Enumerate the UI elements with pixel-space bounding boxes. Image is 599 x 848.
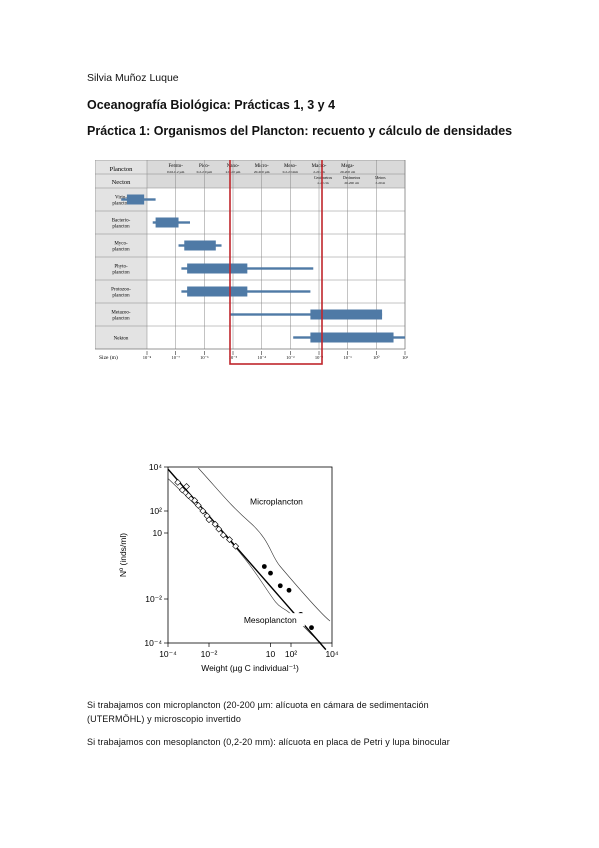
range-bar-thick bbox=[184, 240, 216, 251]
data-point-open bbox=[174, 478, 182, 486]
necton-class-name: Decímetros bbox=[343, 176, 361, 180]
data-point-open bbox=[194, 501, 202, 509]
row-label: Nekton bbox=[114, 337, 129, 342]
y-tick-label: 10 bbox=[153, 528, 163, 538]
row-label: Protozoo- bbox=[111, 288, 131, 293]
range-bar-thick bbox=[187, 286, 248, 297]
data-point-open bbox=[232, 542, 240, 550]
row-label: plancton bbox=[112, 225, 130, 230]
annotation-mesoplancton: Mesoplancton bbox=[244, 615, 297, 625]
x-tick-label: 10⁻² bbox=[201, 649, 218, 659]
size-axis-tick-label: 10⁰ bbox=[373, 355, 380, 360]
note-microplancton-line2: (UTERMÖHL) y microscopio invertido bbox=[87, 714, 241, 724]
x-tick-label: 10² bbox=[285, 649, 297, 659]
course-title: Oceanografía Biológica: Prácticas 1, 3 y… bbox=[87, 98, 336, 112]
highlight-micro-meso-box bbox=[229, 160, 323, 365]
range-bar-thin bbox=[230, 313, 383, 316]
necton-class-range: 2-20 m bbox=[375, 181, 385, 185]
data-point-filled bbox=[277, 583, 283, 589]
table-border bbox=[95, 160, 406, 350]
size-axis-tick-label: 10⁻³ bbox=[286, 355, 295, 360]
row-label: Myco- bbox=[114, 242, 128, 247]
data-point-open bbox=[178, 486, 186, 494]
range-bar-thick bbox=[126, 194, 145, 205]
size-axis-tick-label: 10⁻⁴ bbox=[257, 355, 266, 360]
data-point-open bbox=[215, 525, 223, 533]
size-axis-tick-label: 10⁻² bbox=[315, 355, 324, 360]
data-point-open bbox=[183, 483, 190, 490]
necton-class-name: Centímetros bbox=[314, 176, 333, 180]
size-axis-tick-label: 10⁻⁶ bbox=[200, 355, 209, 360]
abundance-weight-chart: 10⁻⁴ 10⁻² 10 10² 10⁴ 10⁻⁴ 10⁻² 10 10² 10⁴ Weight (… bbox=[118, 462, 339, 673]
y-tick-label: 10⁻⁴ bbox=[144, 638, 162, 648]
data-point-open bbox=[199, 507, 207, 515]
row-label: plancton bbox=[112, 202, 130, 207]
data-point-open bbox=[205, 516, 213, 524]
table-label-column-bg bbox=[95, 160, 147, 349]
row-label: Phyto- bbox=[114, 265, 128, 270]
size-axis-tick-label: 10¹ bbox=[402, 355, 409, 360]
necton-class-range: 2-20 cm bbox=[317, 181, 329, 185]
x-axis-label: Weight (µg C individual⁻¹) bbox=[201, 663, 299, 673]
data-point-filled bbox=[286, 587, 292, 593]
data-point-open bbox=[185, 492, 192, 500]
y-tick-label: 10⁻² bbox=[145, 594, 162, 604]
data-point-filled bbox=[309, 625, 314, 631]
practice-title: Práctica 1: Organismos del Plancton: rec… bbox=[87, 124, 513, 138]
annotation-mesoplancton-bg bbox=[240, 613, 305, 627]
range-bar-thick bbox=[155, 217, 179, 228]
size-axis-tick-label: 10⁻⁸ bbox=[143, 355, 152, 360]
row-label: plancton bbox=[112, 271, 130, 276]
data-point-open bbox=[226, 536, 233, 544]
data-point-open bbox=[211, 520, 219, 528]
range-bar-thick bbox=[310, 332, 394, 343]
data-point-filled bbox=[261, 564, 267, 569]
header-necton-label: Necton bbox=[112, 179, 132, 186]
range-bar-thick bbox=[187, 263, 248, 274]
note-mesoplancton: Si trabajamos con mesoplancton (0,2-20 m… bbox=[87, 737, 450, 747]
size-axis-tick-label: 10⁻⁵ bbox=[229, 355, 238, 360]
row-label: Virio- bbox=[115, 196, 127, 201]
note-microplancton-line1: Si trabajamos con microplancton (20-200 … bbox=[87, 700, 429, 710]
necton-class-name: Metros bbox=[375, 176, 386, 180]
data-point-filled bbox=[268, 570, 273, 576]
y-tick-label: 10⁴ bbox=[149, 462, 162, 472]
header-plancton-label: Plancton bbox=[110, 166, 133, 173]
data-point-open bbox=[191, 497, 199, 504]
row-label: plancton bbox=[112, 317, 130, 322]
range-bar-thick bbox=[310, 309, 383, 320]
size-axis-tick-label: 10⁻⁷ bbox=[171, 355, 180, 360]
size-axis-label: Size (m) bbox=[99, 354, 118, 361]
author-name: Silvia Muñoz Luque bbox=[87, 72, 179, 84]
row-label: Metazoo- bbox=[111, 311, 130, 316]
x-tick-label: 10 bbox=[266, 649, 276, 659]
size-axis-tick-label: 10⁻¹ bbox=[344, 355, 353, 360]
necton-class-range: 20-200 cm bbox=[344, 181, 359, 185]
row-label: plancton bbox=[112, 248, 130, 253]
annotation-microplancton: Microplancton bbox=[250, 496, 303, 506]
plot-frame bbox=[167, 466, 333, 644]
y-tick-label: 10² bbox=[150, 506, 162, 516]
microplancton-envelope-curve bbox=[198, 467, 331, 622]
x-tick-label: 10⁴ bbox=[325, 649, 338, 659]
y-axis-label: Nº (inds/ml) bbox=[118, 533, 128, 577]
row-label: plancton bbox=[112, 294, 130, 299]
x-tick-label: 10⁻⁴ bbox=[159, 649, 177, 659]
data-point-open bbox=[219, 531, 227, 539]
row-label: Bacterio- bbox=[112, 219, 131, 224]
